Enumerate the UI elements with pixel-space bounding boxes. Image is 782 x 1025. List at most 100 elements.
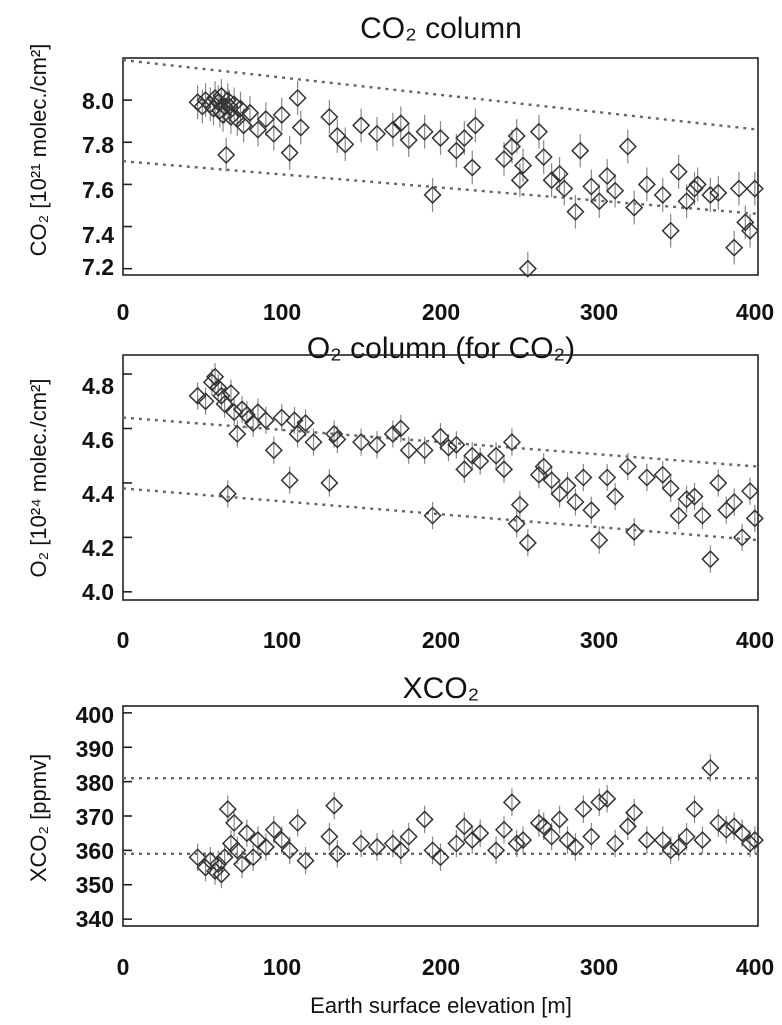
data-point bbox=[328, 430, 347, 449]
data-point bbox=[725, 817, 744, 836]
data-point bbox=[383, 120, 402, 139]
data-point bbox=[487, 841, 506, 860]
data-point bbox=[383, 424, 402, 444]
data-point bbox=[391, 419, 410, 438]
data-point bbox=[188, 386, 207, 405]
data-point bbox=[598, 789, 617, 808]
x-ticks: 0 100 200 300 400 bbox=[117, 954, 775, 980]
data-point bbox=[391, 114, 410, 133]
data-point bbox=[653, 831, 672, 850]
data-point bbox=[352, 433, 371, 452]
x-tick-label: 200 bbox=[422, 299, 460, 325]
data-point bbox=[320, 473, 339, 493]
data-point bbox=[237, 405, 256, 424]
data-point bbox=[240, 103, 260, 122]
data-point bbox=[693, 506, 712, 525]
data-point bbox=[582, 827, 601, 846]
data-point bbox=[661, 221, 680, 240]
data-point bbox=[233, 855, 252, 874]
data-point bbox=[352, 116, 371, 135]
data-point bbox=[637, 468, 656, 487]
x-tick-label: 400 bbox=[736, 299, 774, 325]
data-point bbox=[215, 394, 234, 414]
data-point bbox=[502, 793, 521, 812]
data-point bbox=[487, 446, 506, 465]
data-point bbox=[741, 482, 760, 501]
error-bars bbox=[197, 754, 756, 889]
data-markers bbox=[188, 758, 764, 884]
data-point bbox=[725, 492, 744, 512]
data-point bbox=[529, 122, 548, 141]
data-point bbox=[542, 471, 561, 490]
data-point bbox=[272, 831, 291, 850]
chart-title: CO₂ column bbox=[360, 12, 522, 45]
y-tick-label: 4.4 bbox=[82, 481, 114, 507]
panel-o2-column: O₂ column (for CO₂) O₂ [10²⁴ molec./cm²]… bbox=[26, 332, 774, 653]
data-point bbox=[745, 509, 764, 528]
data-point bbox=[566, 202, 585, 221]
data-point bbox=[590, 793, 609, 812]
x-axis-label: Earth surface elevation [m] bbox=[310, 993, 572, 1018]
data-point bbox=[558, 476, 577, 495]
data-point bbox=[212, 865, 231, 884]
chart-title: O₂ column (for CO₂) bbox=[307, 332, 575, 365]
data-point bbox=[215, 848, 234, 867]
data-point bbox=[256, 110, 275, 129]
data-point bbox=[518, 259, 537, 278]
data-point bbox=[447, 141, 466, 160]
data-point bbox=[206, 367, 225, 386]
data-point bbox=[399, 131, 418, 150]
data-point bbox=[218, 800, 237, 819]
data-point bbox=[367, 837, 387, 856]
data-point bbox=[529, 465, 548, 484]
data-point bbox=[745, 179, 764, 198]
data-point bbox=[423, 506, 442, 525]
data-point bbox=[510, 495, 529, 514]
data-point bbox=[204, 99, 223, 118]
data-point bbox=[228, 424, 247, 444]
data-point bbox=[741, 221, 760, 240]
reference-lines bbox=[122, 373, 759, 593]
data-point bbox=[606, 181, 625, 200]
data-point bbox=[463, 446, 482, 465]
data-point bbox=[217, 145, 236, 164]
y-tick-label: 4.2 bbox=[82, 535, 114, 561]
data-point bbox=[494, 820, 514, 839]
y-axis-label: O₂ [10²⁴ molec./cm²] bbox=[26, 379, 51, 578]
data-point bbox=[606, 487, 625, 506]
y-tick-label: 4.6 bbox=[82, 427, 114, 453]
data-point bbox=[280, 471, 299, 490]
data-point bbox=[558, 831, 577, 850]
x-tick-label: 300 bbox=[580, 299, 618, 325]
x-tick-label: 400 bbox=[736, 954, 774, 980]
data-point bbox=[685, 487, 704, 506]
data-point bbox=[688, 175, 707, 194]
data-point bbox=[352, 834, 371, 853]
data-point bbox=[415, 122, 434, 141]
data-point bbox=[220, 97, 239, 116]
data-point bbox=[677, 827, 696, 846]
data-point bbox=[685, 179, 704, 198]
y-tick-label: 370 bbox=[76, 804, 114, 830]
data-point bbox=[455, 460, 474, 479]
data-point bbox=[463, 158, 482, 177]
data-point bbox=[709, 183, 728, 202]
data-point bbox=[431, 128, 450, 148]
data-point bbox=[399, 441, 418, 460]
y-tick-label: 380 bbox=[76, 770, 114, 796]
data-point bbox=[669, 837, 688, 856]
data-point bbox=[336, 135, 355, 154]
data-point bbox=[248, 831, 267, 850]
data-point bbox=[725, 238, 744, 257]
data-point bbox=[507, 514, 526, 533]
reference-line bbox=[122, 160, 759, 216]
data-point bbox=[625, 198, 644, 217]
data-point bbox=[709, 813, 728, 832]
data-point bbox=[304, 433, 323, 452]
data-point bbox=[625, 803, 644, 822]
data-point bbox=[733, 528, 752, 547]
y-tick-label: 7.8 bbox=[82, 132, 114, 158]
data-point bbox=[280, 143, 299, 162]
data-point bbox=[598, 166, 617, 186]
data-point bbox=[248, 120, 267, 139]
